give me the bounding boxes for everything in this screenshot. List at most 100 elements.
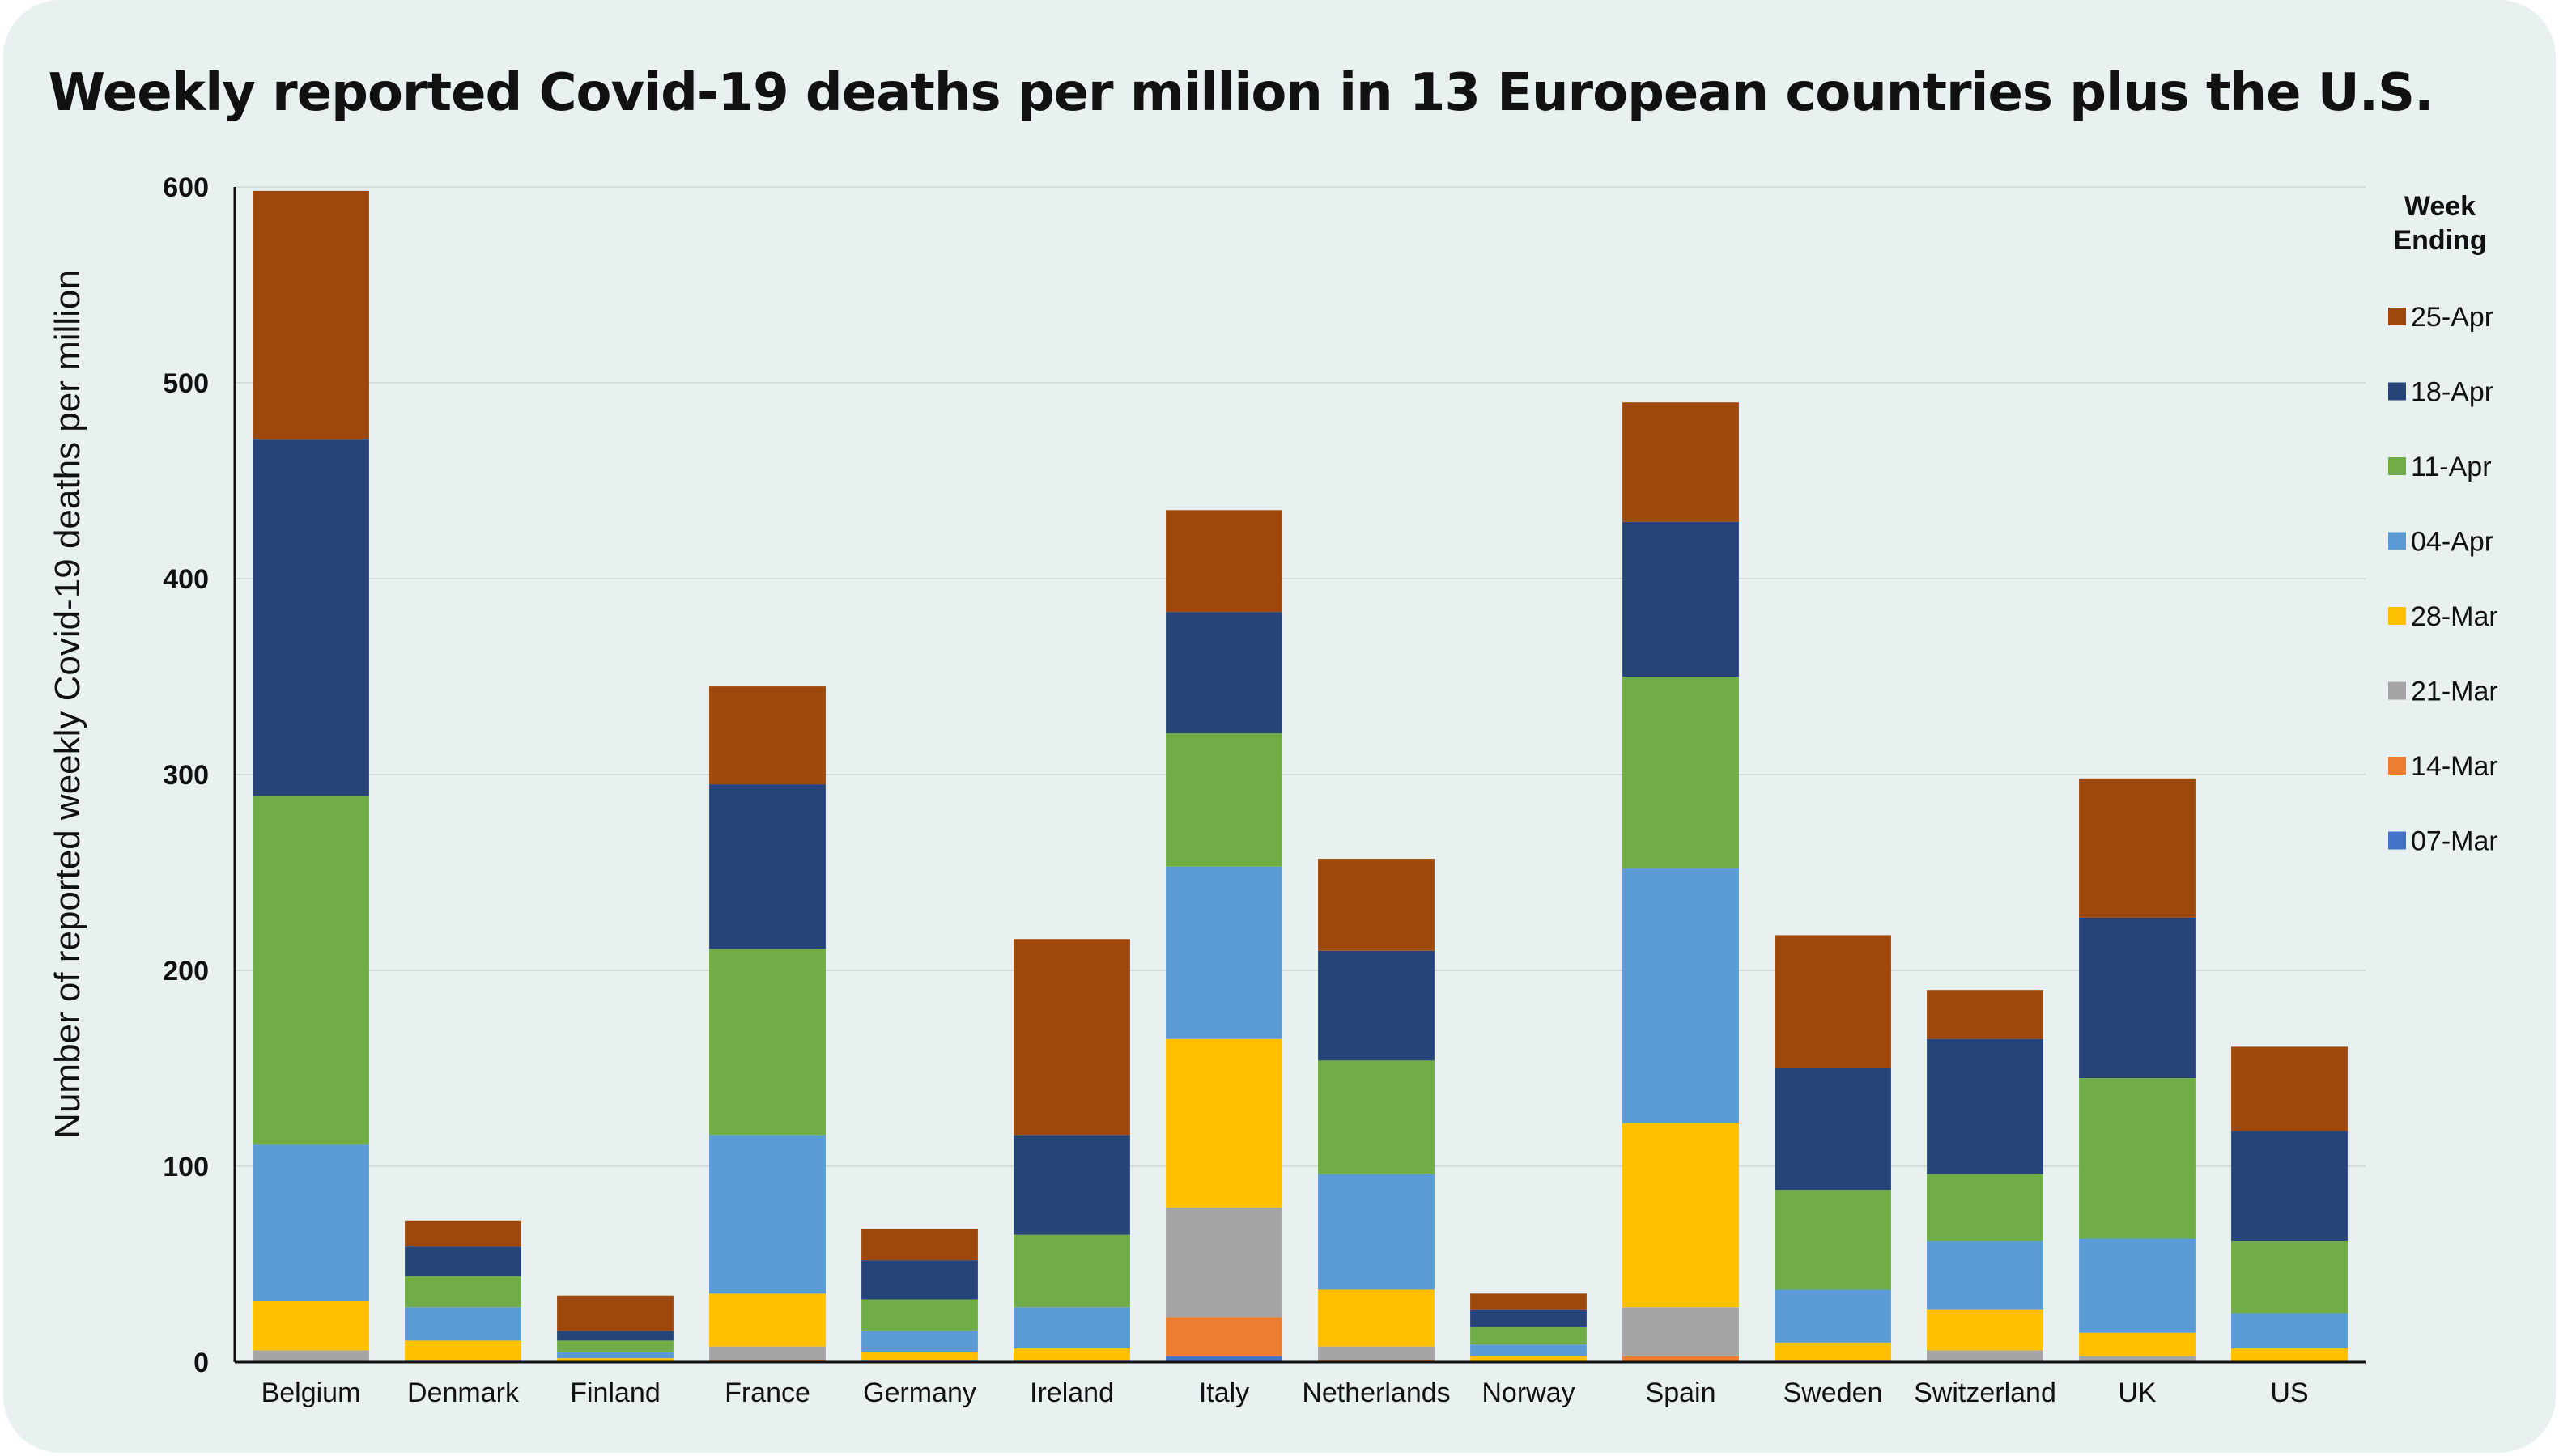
bar-segment — [2079, 1356, 2196, 1362]
bar-segment — [1775, 1190, 1891, 1290]
bar-segment — [1166, 733, 1282, 867]
bar-segment — [709, 784, 826, 949]
x-category-labels: Belgium Denmark Finland France Germany Irelan… — [261, 1377, 2309, 1408]
y-tick-label: 500 — [163, 368, 209, 399]
x-category-label: Belgium — [261, 1377, 361, 1408]
legend-label: 18-Apr — [2411, 377, 2493, 408]
bar-segment — [709, 949, 826, 1136]
bar-segment — [405, 1246, 521, 1276]
bar-segment — [557, 1295, 674, 1331]
bar-segment — [861, 1331, 978, 1352]
y-tick-labels: 0 100 200 300 400 500 600 — [163, 172, 209, 1378]
bar-segment — [253, 190, 369, 440]
bar-segment — [1470, 1293, 1587, 1310]
bar-segment — [253, 439, 369, 796]
bar-segment — [1318, 1060, 1435, 1174]
bar-segment — [2079, 1238, 2196, 1333]
bar-segment — [1927, 1309, 2043, 1351]
legend-swatch — [2388, 607, 2406, 625]
bar-segment — [2079, 917, 2196, 1079]
bar-segment — [405, 1220, 521, 1247]
y-tick-label: 100 — [163, 1152, 209, 1182]
gridlines — [235, 186, 2366, 1167]
bar-segment — [253, 1350, 369, 1362]
bar-segment — [709, 1293, 826, 1347]
bar-segment — [1622, 1356, 1739, 1362]
bar-segment — [1318, 1174, 1435, 1290]
x-category-label: Italy — [1199, 1377, 1249, 1408]
bar-segment — [1014, 1135, 1130, 1235]
x-category-label: Switzerland — [1914, 1377, 2056, 1408]
bar-segment — [1622, 521, 1739, 677]
bar-segment — [557, 1358, 674, 1362]
legend: Week Ending 25-Apr 18-Apr 11-Apr 04-Apr 28-Ma… — [2388, 191, 2498, 857]
legend-swatch — [2388, 457, 2406, 475]
y-tick-label: 600 — [163, 172, 209, 203]
bar-segment — [861, 1299, 978, 1331]
legend-label: 28-Mar — [2411, 601, 2498, 632]
legend-label: 04-Apr — [2411, 527, 2493, 558]
bar-segment — [1775, 1068, 1891, 1191]
bar-segment — [1775, 1342, 1891, 1360]
x-category-label: Finland — [570, 1377, 661, 1408]
y-tick-label: 200 — [163, 956, 209, 987]
bar-segment — [1166, 1356, 1282, 1362]
legend-label: 25-Apr — [2411, 302, 2493, 333]
legend-label: 11-Apr — [2411, 452, 2492, 482]
bar-segment — [405, 1307, 521, 1341]
x-category-label: Denmark — [407, 1377, 520, 1408]
x-category-label: Germany — [863, 1377, 976, 1408]
bar-segment — [557, 1352, 674, 1359]
bar-segment — [1166, 510, 1282, 613]
bar-segment — [1014, 1234, 1130, 1308]
bar-segment — [709, 1135, 826, 1294]
x-category-label: Ireland — [1030, 1377, 1114, 1408]
bar-segment — [1927, 1038, 2043, 1174]
x-category-label: US — [2270, 1377, 2308, 1408]
x-category-label: Norway — [1481, 1377, 1575, 1408]
bar-segment — [861, 1229, 978, 1261]
legend-swatch — [2388, 308, 2406, 325]
x-category-label: Sweden — [1783, 1377, 1883, 1408]
legend-label: 07-Mar — [2411, 826, 2498, 857]
bar-segment — [1470, 1344, 1587, 1356]
bar-segment — [557, 1340, 674, 1352]
bar-segment — [2231, 1313, 2348, 1349]
chart-title: Weekly reported Covid-19 deaths per mill… — [48, 63, 2434, 123]
bar-segment — [1318, 1289, 1435, 1347]
bar-segment — [1014, 1348, 1130, 1360]
bar-segment — [1927, 990, 2043, 1039]
bar-segment — [1622, 677, 1739, 869]
x-category-label: UK — [2118, 1377, 2157, 1408]
y-tick-label: 400 — [163, 564, 209, 595]
bar-segment — [1775, 935, 1891, 1068]
bar-segment — [861, 1260, 978, 1300]
bar-segment — [2079, 1332, 2196, 1356]
bar-segment — [405, 1276, 521, 1308]
bar-segment — [1622, 868, 1739, 1123]
legend-swatch — [2388, 382, 2406, 401]
legend-title: Week Ending — [2393, 191, 2486, 256]
y-tick-label: 0 — [193, 1348, 209, 1378]
bar-segment — [253, 1301, 369, 1351]
legend-swatch — [2388, 831, 2406, 850]
bar-segment — [861, 1352, 978, 1360]
bar-segment — [2231, 1240, 2348, 1314]
bar-segment — [709, 1346, 826, 1360]
bar-segment — [1166, 1207, 1282, 1318]
bar-segment — [1622, 402, 1739, 522]
bar-segment — [1318, 1346, 1435, 1360]
bar-segment — [1470, 1356, 1587, 1362]
bar-segment — [2079, 778, 2196, 918]
bar-segment — [1318, 859, 1435, 951]
bar-segment — [2231, 1131, 2348, 1241]
legend-swatch — [2388, 681, 2406, 700]
bar-segment — [405, 1340, 521, 1360]
x-category-label: Netherlands — [1302, 1377, 1450, 1408]
x-category-label: France — [725, 1377, 810, 1408]
bar-segment — [1470, 1309, 1587, 1327]
bars — [253, 190, 2348, 1362]
bar-segment — [1166, 1038, 1282, 1208]
bar-segment — [253, 1144, 369, 1301]
